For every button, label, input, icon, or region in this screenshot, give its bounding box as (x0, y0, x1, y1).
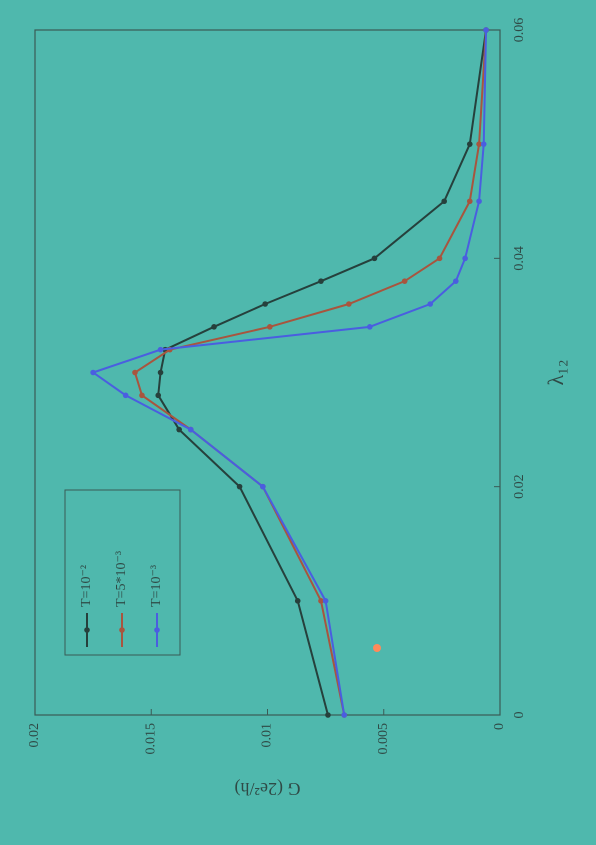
y-tick-label: 0.01 (260, 723, 275, 748)
data-point (262, 301, 268, 307)
data-point (483, 27, 489, 33)
legend-label: T=5*10⁻³ (114, 551, 129, 607)
legend-marker (154, 627, 160, 633)
data-point (158, 347, 164, 353)
data-point (467, 141, 473, 147)
x-tick-label: 0.02 (512, 474, 527, 499)
data-point (367, 324, 373, 330)
data-point (318, 278, 324, 284)
data-point (372, 256, 378, 262)
x-tick-label: 0.06 (512, 18, 527, 43)
x-tick-label: 0 (512, 712, 527, 719)
x-tick-label: 0.04 (512, 246, 527, 271)
y-tick-label: 0.005 (376, 723, 391, 755)
data-point (90, 370, 96, 376)
data-point (176, 427, 182, 433)
data-point (402, 278, 408, 284)
legend-label: T=10⁻³ (149, 565, 164, 607)
data-point (158, 370, 164, 376)
y-tick-label: 0 (492, 723, 507, 730)
x-axis-label: λ₁₂ (543, 359, 568, 385)
data-point (462, 256, 468, 262)
y-tick-label: 0.02 (27, 723, 42, 748)
data-point (476, 198, 482, 204)
y-axis-label: G (2e²/h) (235, 778, 301, 799)
y-tick-label: 0.015 (143, 723, 158, 755)
data-point (260, 484, 266, 490)
data-point (155, 393, 161, 399)
legend-marker (84, 627, 90, 633)
legend-marker (119, 627, 125, 633)
data-point (481, 141, 487, 147)
data-point (437, 256, 443, 262)
data-point (295, 598, 301, 604)
data-point (346, 301, 352, 307)
data-point (123, 393, 129, 399)
background (0, 0, 596, 845)
data-point (267, 324, 273, 330)
data-point (188, 427, 194, 433)
data-point (325, 712, 331, 718)
data-point (132, 370, 138, 376)
data-point (453, 278, 459, 284)
data-point (427, 301, 433, 307)
data-point (237, 484, 243, 490)
data-point (341, 712, 347, 718)
page: 0 0.02 0.04 0.06 0 0.005 0.01 0.015 0.02 λ₁₂ G (2e… (0, 0, 596, 845)
data-point (441, 198, 447, 204)
laser-dot (373, 644, 381, 652)
legend-label: T=10⁻² (79, 565, 94, 607)
data-point (211, 324, 217, 330)
chart: 0 0.02 0.04 0.06 0 0.005 0.01 0.015 0.02 λ₁₂ G (2e… (0, 0, 596, 845)
data-point (139, 393, 145, 399)
data-point (467, 198, 473, 204)
data-point (323, 598, 329, 604)
